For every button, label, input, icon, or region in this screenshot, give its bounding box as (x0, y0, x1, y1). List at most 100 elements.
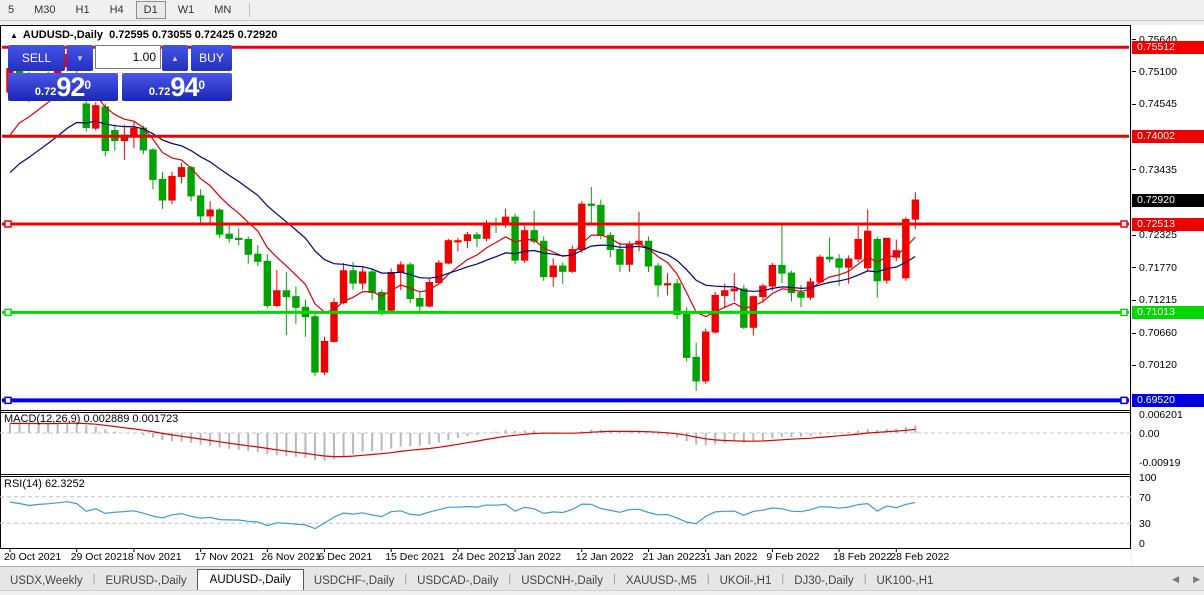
symbol-tab-usdcaddaily[interactable]: USDCAD-,Daily (417, 575, 499, 587)
date-axis-label: 26 Nov 2021 (261, 551, 321, 563)
symbol-tab-audusddaily[interactable]: AUDUSD-,Daily (196, 569, 304, 591)
tab-divider: | (404, 573, 408, 585)
price-axis-label: 0.73435 (1139, 163, 1177, 176)
hline-handle[interactable] (1120, 308, 1128, 317)
tabs-scroll-left-icon[interactable]: ◀ (1172, 574, 1180, 584)
hline-handle[interactable] (1120, 396, 1128, 405)
candle-body (263, 260, 272, 306)
candle-body (825, 256, 834, 260)
buy-price-tile[interactable]: 0.72 94 0 (122, 73, 232, 101)
candle-body (311, 316, 319, 373)
chart-symbol-label: AUDUSD-,Daily (22, 29, 103, 41)
candle-body (130, 127, 138, 136)
timeframe-button-m30[interactable]: M30 (34, 4, 56, 16)
timeframe-button-mn[interactable]: MN (214, 4, 232, 16)
price-axis-label: 0.74545 (1139, 98, 1177, 111)
tab-divider: | (863, 573, 867, 585)
symbol-tab-uk100h1[interactable]: UK100-,H1 (876, 575, 934, 587)
candle-body (597, 204, 605, 236)
candle-body (139, 127, 148, 151)
candle-body (273, 290, 281, 306)
timeframe-button-d1[interactable]: D1 (135, 1, 166, 19)
candle-body (349, 270, 357, 284)
candle-body (397, 264, 405, 273)
candle-body (530, 230, 538, 242)
candle-body (844, 258, 853, 268)
rsi-axis-label: 100 (1139, 472, 1157, 484)
hline-handle[interactable] (4, 396, 12, 405)
collapse-panel-icon[interactable]: ▲ (10, 31, 18, 40)
price-axis-label: 0.71770 (1139, 261, 1177, 274)
candle-body (568, 249, 576, 272)
candle-body (864, 230, 872, 269)
price-tick-mark (1132, 267, 1136, 269)
candle-body (911, 199, 920, 220)
candle-body (721, 290, 729, 296)
date-axis-label: 17 Nov 2021 (194, 551, 255, 563)
rsi-axis-label: 0 (1139, 538, 1145, 550)
candle-body (854, 238, 862, 260)
candle-body (892, 250, 900, 258)
hline-handle[interactable] (1120, 220, 1128, 228)
buy-button[interactable]: BUY (191, 45, 232, 71)
symbol-tab-ukoilh1[interactable]: UKOil-,H1 (719, 575, 772, 587)
timeframe-button-5[interactable]: 5 (8, 4, 15, 16)
candle-body (215, 209, 224, 235)
candle-body (158, 178, 167, 201)
price-tick-mark (1132, 103, 1136, 105)
price-badge-0.69520: 0.69520 (1132, 393, 1204, 407)
candle-body (235, 237, 243, 241)
sell-button[interactable]: SELL (8, 45, 65, 71)
tab-divider: | (706, 573, 710, 585)
candle-body (701, 331, 710, 382)
candle-body (644, 240, 653, 267)
date-axis-label: 18 Feb 2022 (833, 551, 893, 563)
symbol-tab-dj30daily[interactable]: DJ30-,Daily (794, 575, 854, 587)
price-badge-0.75512: 0.75512 (1132, 40, 1204, 54)
sell-price-pips: 92 (56, 72, 85, 102)
symbol-tab-usdxweekly[interactable]: USDX,Weekly (10, 575, 83, 587)
symbol-tab-usdchfdaily[interactable]: USDCHF-,Daily (313, 575, 395, 587)
candle-body (206, 209, 214, 217)
price-tick-mark (1132, 39, 1136, 41)
candle-body (292, 296, 300, 308)
buy-price-pips: 94 (170, 72, 199, 102)
sell-price-tile[interactable]: 0.72 92 0 (8, 73, 118, 101)
date-axis-label: 29 Oct 2021 (70, 551, 128, 563)
candle-body (635, 240, 643, 245)
volume-increase-button[interactable]: ▲ (162, 45, 188, 71)
candle-body (177, 167, 186, 177)
macd-axis-label: -0.00919 (1139, 456, 1181, 469)
date-axis-label: 12 Jan 2022 (575, 551, 634, 563)
rsi-line (9, 501, 916, 530)
candle-body (368, 271, 376, 294)
candle-body (187, 167, 195, 197)
macd-axis-label: 0.00 (1139, 428, 1160, 440)
symbol-tab-xauusdm5[interactable]: XAUUSD-,M5 (625, 575, 697, 587)
tabs-scroll-right-icon[interactable]: ▶ (1193, 574, 1200, 584)
price-axis: 0.75640 0.75100 0.74545 0.73435 0.72325 0.717… (1132, 25, 1204, 566)
timeframe-toolbar: 5 M30 H1 H4 D1 W1 MN (0, 0, 1204, 21)
candle-body (673, 283, 681, 315)
rsi-indicator-label: RSI(14) 62.3252 (4, 478, 85, 490)
candle-body (339, 270, 348, 304)
rsi-axis-label: 70 (1139, 491, 1151, 504)
price-badge-0.72920: 0.72920 (1132, 193, 1204, 207)
date-axis-label: 8 Nov 2021 (127, 551, 182, 563)
symbol-tab-usdcnhdaily[interactable]: USDCNH-,Daily (521, 575, 603, 587)
symbol-tab-eurusddaily[interactable]: EURUSD-,Daily (105, 575, 187, 587)
timeframe-button-h4[interactable]: H4 (109, 4, 124, 16)
timeframe-button-w1[interactable]: W1 (177, 4, 195, 16)
candle-body (873, 238, 881, 282)
candle-body (787, 272, 796, 294)
price-axis-label: 0.70660 (1139, 327, 1177, 340)
chart-header: ▲ AUDUSD-,Daily 0.72595 0.73055 0.72425 0… (10, 29, 277, 41)
toolbar-separator (249, 3, 251, 17)
hline-handle[interactable] (4, 220, 12, 228)
timeframe-button-h1[interactable]: H1 (75, 4, 90, 16)
volume-input[interactable] (95, 45, 161, 69)
volume-decrease-button[interactable]: ▼ (67, 45, 93, 71)
hline-handle[interactable] (4, 308, 12, 317)
price-tick-mark (1132, 364, 1136, 366)
